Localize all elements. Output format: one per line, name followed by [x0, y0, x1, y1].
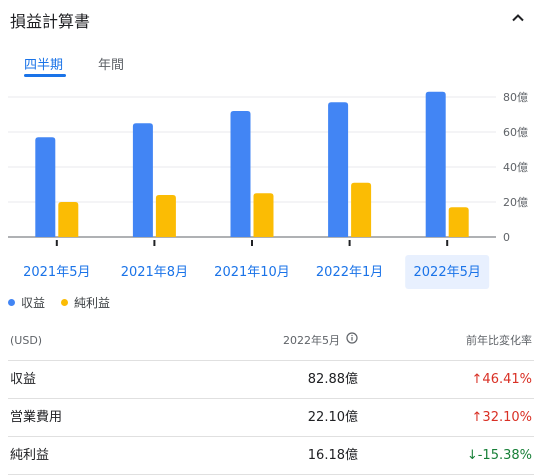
x-tick-mark — [153, 240, 156, 246]
row-value: 22.10億 — [307, 410, 358, 425]
y-tick-label: 80億 — [503, 91, 528, 104]
x-tick-label[interactable]: 2021年8月 — [121, 265, 188, 280]
bar-net-income[interactable] — [155, 195, 176, 237]
arrow-up-icon: ↑ — [471, 410, 483, 425]
row-change: ↑46.41% — [472, 361, 532, 398]
active-tab-indicator — [24, 74, 66, 77]
row-change: ↓-15.38% — [467, 437, 532, 474]
legend-item-revenue: 収益 — [8, 294, 45, 311]
tab-annual[interactable]: 年間 — [98, 58, 125, 73]
table-header-row: (USD) 2022年5月 前年比変化率 — [8, 322, 534, 361]
row-value: 82.88億 — [307, 372, 358, 387]
x-tick-label[interactable]: 2022年5月 — [414, 265, 481, 280]
legend-label-revenue: 収益 — [21, 296, 46, 310]
row-change: ↑32.10% — [472, 399, 532, 436]
x-tick-mark — [55, 240, 58, 246]
x-tick-label[interactable]: 2021年10月 — [214, 265, 290, 280]
y-tick-label: 40億 — [503, 161, 528, 174]
bar-net-income[interactable] — [448, 207, 469, 237]
period-header: 2022年5月 — [283, 322, 358, 360]
y-tick-label: 60億 — [503, 126, 528, 139]
y-tick-label: 0 — [503, 231, 510, 244]
x-tick-mark — [348, 240, 351, 246]
legend-label-net-income: 純利益 — [74, 296, 111, 310]
bar-net-income[interactable] — [253, 193, 274, 237]
bar-revenue[interactable] — [328, 102, 349, 237]
row-value: 16.18億 — [307, 448, 358, 463]
chart-legend: 収益 純利益 — [8, 294, 110, 311]
arrow-up-icon: ↑ — [471, 372, 483, 387]
arrow-down-icon: ↓ — [466, 448, 478, 463]
info-icon[interactable] — [346, 322, 358, 360]
bar-revenue[interactable] — [230, 111, 251, 237]
table-row: 純利益 16.18億 ↓-15.38% — [8, 437, 534, 475]
row-label: 収益 — [10, 372, 37, 387]
selected-period-highlight — [405, 255, 490, 289]
income-statement-header: 損益計算書 — [10, 0, 530, 36]
bar-revenue[interactable] — [35, 137, 56, 237]
legend-dot-revenue — [8, 299, 15, 306]
section-title: 損益計算書 — [10, 12, 91, 31]
bar-revenue[interactable] — [425, 91, 446, 237]
chevron-up-icon[interactable] — [510, 10, 526, 26]
y-tick-label: 20億 — [503, 196, 528, 209]
legend-item-net-income: 純利益 — [61, 294, 110, 311]
x-tick-label[interactable]: 2022年1月 — [316, 265, 383, 280]
tab-quarterly[interactable]: 四半期 — [24, 58, 64, 73]
row-change-value: 32.10% — [482, 410, 532, 425]
row-label: 純利益 — [10, 448, 50, 463]
row-change-value: -15.38% — [477, 448, 532, 463]
row-change-value: 46.41% — [482, 372, 532, 387]
period-tabs: 四半期 年間 — [10, 48, 310, 78]
legend-dot-net-income — [61, 299, 69, 306]
income-bar-chart: 0 20億 40億 60億 80億 2021年5月 2021年8月 2021年10月 2022年… — [8, 91, 528, 289]
bar-net-income[interactable] — [351, 182, 372, 237]
bar-revenue[interactable] — [132, 123, 153, 237]
bar-net-income[interactable] — [58, 202, 79, 237]
currency-header: (USD) — [10, 334, 43, 347]
table-row: 収益 82.88億 ↑46.41% — [8, 361, 534, 399]
yoy-change-header: 前年比変化率 — [466, 334, 532, 347]
table-row: 営業費用 22.10億 ↑32.10% — [8, 399, 534, 437]
row-label: 営業費用 — [10, 410, 63, 425]
x-tick-mark — [446, 240, 449, 246]
period-header-label: 2022年5月 — [283, 334, 340, 347]
x-tick-label[interactable]: 2021年5月 — [23, 265, 90, 280]
income-table: (USD) 2022年5月 前年比変化率 収益 82.88億 ↑46.41% 営… — [8, 322, 534, 475]
x-tick-mark — [251, 240, 253, 246]
